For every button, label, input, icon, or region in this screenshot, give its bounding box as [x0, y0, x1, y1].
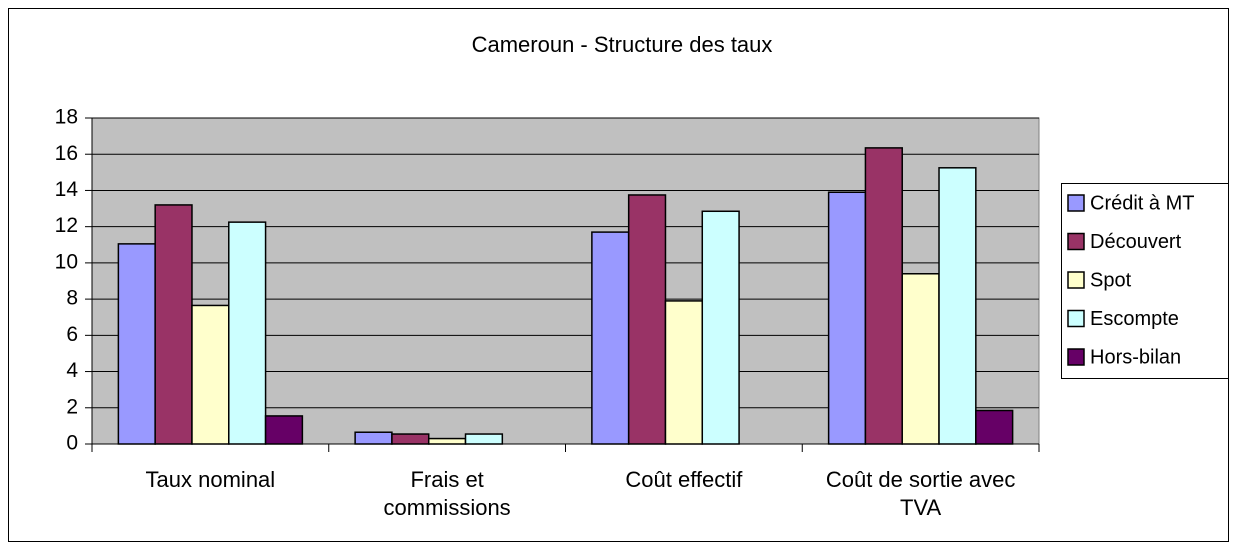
y-tick-label: 10 — [55, 250, 78, 273]
legend-box — [1061, 183, 1229, 379]
legend-label: Spot — [1090, 269, 1132, 291]
bar — [228, 221, 267, 445]
x-tick-label: Coût de sortie avec TVA — [825, 467, 1016, 520]
bar — [938, 167, 977, 445]
legend-label: Découvert — [1090, 231, 1182, 253]
bar — [154, 204, 193, 445]
bar — [117, 243, 156, 445]
legend-label: Escompte — [1090, 308, 1179, 330]
bar — [464, 433, 504, 445]
legend-swatch — [1067, 348, 1085, 366]
x-tick-label: Taux nominal — [145, 467, 276, 492]
legend-label: Hors-bilan — [1090, 346, 1181, 368]
y-tick-label: 18 — [55, 106, 78, 129]
x-tick-label: Coût effectif — [625, 467, 743, 492]
y-tick-label: 14 — [55, 178, 79, 201]
bar — [427, 437, 467, 445]
y-tick-label: 4 — [66, 359, 78, 382]
legend-swatch — [1067, 194, 1085, 212]
bar — [627, 194, 667, 445]
legend-swatch — [1067, 232, 1085, 251]
bar — [827, 191, 867, 445]
legend-swatch — [1067, 309, 1085, 328]
bar — [864, 147, 903, 445]
legend-label: Crédit à MT — [1090, 192, 1194, 214]
bar — [354, 431, 393, 445]
x-tick-label: Frais et commissions — [383, 467, 511, 520]
y-tick-label: 2 — [66, 395, 78, 418]
bar — [391, 433, 430, 445]
chart-title: Cameroun - Structure des taux — [472, 32, 773, 57]
bar — [191, 304, 230, 445]
bar — [975, 409, 1014, 445]
y-tick-label: 8 — [66, 287, 78, 310]
y-tick-label: 12 — [55, 214, 78, 237]
legend-swatch — [1067, 271, 1085, 289]
bar — [664, 300, 704, 445]
bar — [901, 273, 940, 445]
bar — [701, 210, 740, 445]
y-tick-label: 16 — [55, 142, 78, 165]
bar — [264, 415, 304, 445]
y-tick-label: 0 — [66, 432, 78, 455]
y-tick-label: 6 — [66, 323, 78, 346]
bar — [591, 231, 630, 445]
